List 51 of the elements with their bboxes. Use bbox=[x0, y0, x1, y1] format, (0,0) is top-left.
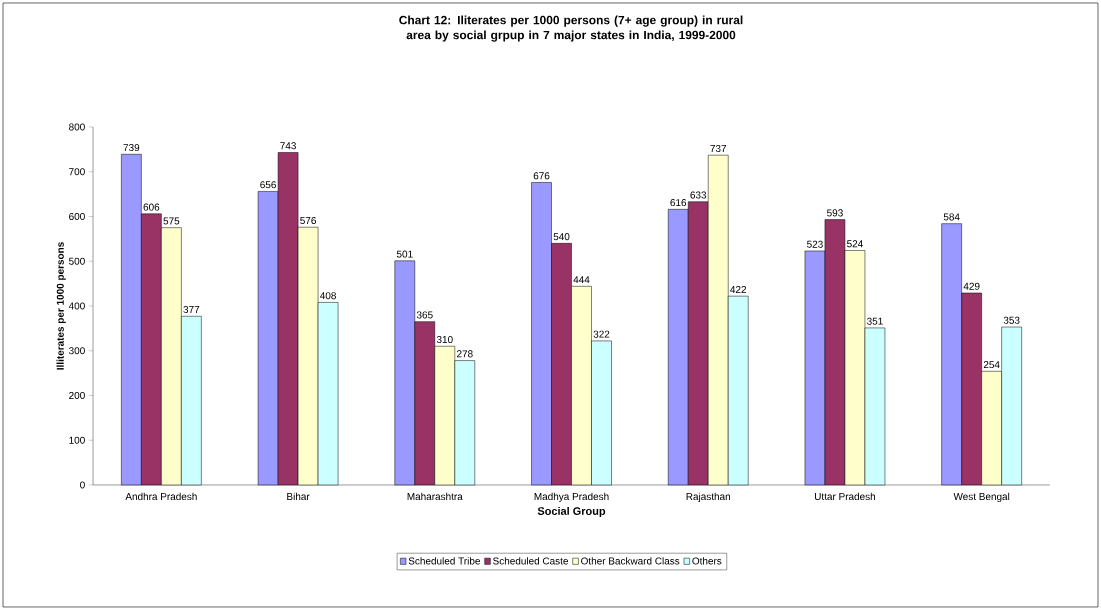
y-tick-label: 600 bbox=[69, 212, 85, 221]
data-label: 606 bbox=[143, 203, 160, 211]
data-label: 422 bbox=[730, 285, 747, 293]
data-label: 444 bbox=[573, 276, 590, 284]
x-axis-title: Social Group bbox=[537, 506, 606, 518]
data-label: 377 bbox=[183, 306, 200, 314]
chart-title: Chart 12: Iliterates per 1000 persons (7+ age group) in rural area by social grpup in 7 major states in India, 1999-2000 bbox=[399, 15, 743, 42]
data-label: 501 bbox=[396, 250, 413, 258]
data-label: 351 bbox=[867, 317, 883, 325]
data-label: 575 bbox=[163, 217, 180, 225]
legend-label: Other Backward Class bbox=[581, 557, 680, 565]
data-label: 429 bbox=[963, 282, 980, 290]
x-tick-label: Andhra Pradesh bbox=[125, 492, 197, 501]
data-label: 656 bbox=[260, 181, 276, 189]
y-axis-title: Illiterates per 1000 persons bbox=[56, 242, 66, 370]
x-tick-label: Bihar bbox=[287, 492, 310, 501]
x-tick-label: Madhya Pradesh bbox=[534, 492, 609, 503]
x-tick-label: Maharashtra bbox=[407, 492, 463, 501]
data-label: 408 bbox=[320, 292, 336, 300]
x-tick-label: Rajasthan bbox=[686, 492, 730, 503]
data-label: 593 bbox=[827, 209, 843, 217]
y-tick-label: 100 bbox=[69, 436, 85, 444]
data-label: 365 bbox=[416, 311, 433, 319]
data-label: 743 bbox=[280, 142, 296, 150]
data-label: 310 bbox=[436, 336, 453, 344]
data-label: 254 bbox=[983, 361, 1000, 369]
data-label: 540 bbox=[553, 233, 570, 241]
y-tick-label: 0 bbox=[80, 481, 85, 489]
data-label: 676 bbox=[533, 172, 550, 180]
y-tick-label: 500 bbox=[69, 257, 85, 265]
data-label: 353 bbox=[1003, 316, 1020, 324]
data-label: 584 bbox=[943, 213, 960, 221]
data-label: 576 bbox=[300, 216, 316, 225]
data-label: 322 bbox=[593, 330, 610, 338]
data-label: 739 bbox=[123, 144, 140, 152]
data-label: 523 bbox=[807, 240, 823, 248]
legend-label: Others bbox=[692, 557, 722, 565]
y-tick-label: 300 bbox=[68, 347, 85, 355]
data-label: 524 bbox=[847, 240, 863, 248]
y-tick-label: 400 bbox=[68, 302, 85, 310]
data-label: 737 bbox=[710, 144, 727, 152]
y-tick-label: 200 bbox=[69, 391, 85, 400]
data-label: 616 bbox=[670, 199, 687, 207]
x-tick-label: West Bengal bbox=[953, 492, 1010, 503]
legend-label: Scheduled Tribe bbox=[408, 557, 480, 565]
x-tick-label: Uttar Pradesh bbox=[814, 492, 876, 501]
y-tick-label: 700 bbox=[69, 168, 85, 176]
legend-label: Scheduled Caste bbox=[493, 557, 569, 565]
data-label: 278 bbox=[456, 350, 473, 358]
data-label: 633 bbox=[690, 191, 707, 199]
y-tick-label: 800 bbox=[69, 123, 85, 131]
